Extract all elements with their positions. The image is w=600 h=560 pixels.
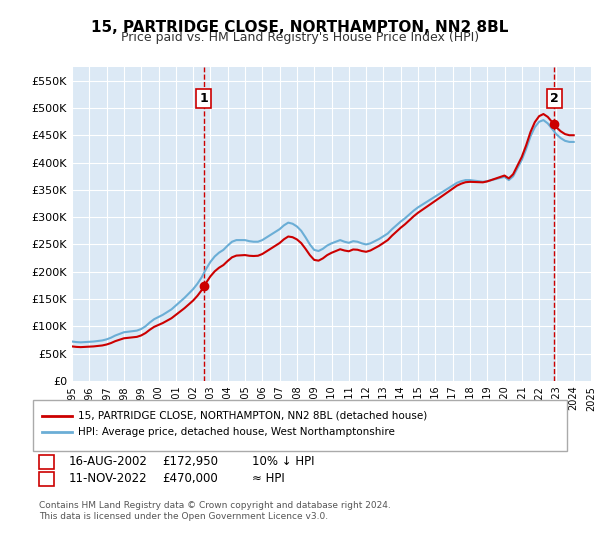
Text: Price paid vs. HM Land Registry's House Price Index (HPI): Price paid vs. HM Land Registry's House … [121, 31, 479, 44]
Text: Contains HM Land Registry data © Crown copyright and database right 2024.
This d: Contains HM Land Registry data © Crown c… [39, 501, 391, 521]
Text: HPI: Average price, detached house, West Northamptonshire: HPI: Average price, detached house, West… [78, 427, 395, 437]
Text: 1: 1 [200, 92, 208, 105]
Text: 11-NOV-2022: 11-NOV-2022 [69, 472, 148, 485]
Text: 16-AUG-2002: 16-AUG-2002 [69, 455, 148, 468]
Text: £470,000: £470,000 [162, 472, 218, 485]
Text: ≈ HPI: ≈ HPI [252, 472, 285, 485]
Text: 15, PARTRIDGE CLOSE, NORTHAMPTON, NN2 8BL (detached house): 15, PARTRIDGE CLOSE, NORTHAMPTON, NN2 8B… [78, 410, 427, 421]
Text: 10% ↓ HPI: 10% ↓ HPI [252, 455, 314, 468]
Text: £172,950: £172,950 [162, 455, 218, 468]
Text: 1: 1 [42, 455, 51, 468]
Text: 15, PARTRIDGE CLOSE, NORTHAMPTON, NN2 8BL: 15, PARTRIDGE CLOSE, NORTHAMPTON, NN2 8B… [91, 20, 509, 35]
Text: 2: 2 [550, 92, 559, 105]
Text: 2: 2 [42, 472, 51, 485]
